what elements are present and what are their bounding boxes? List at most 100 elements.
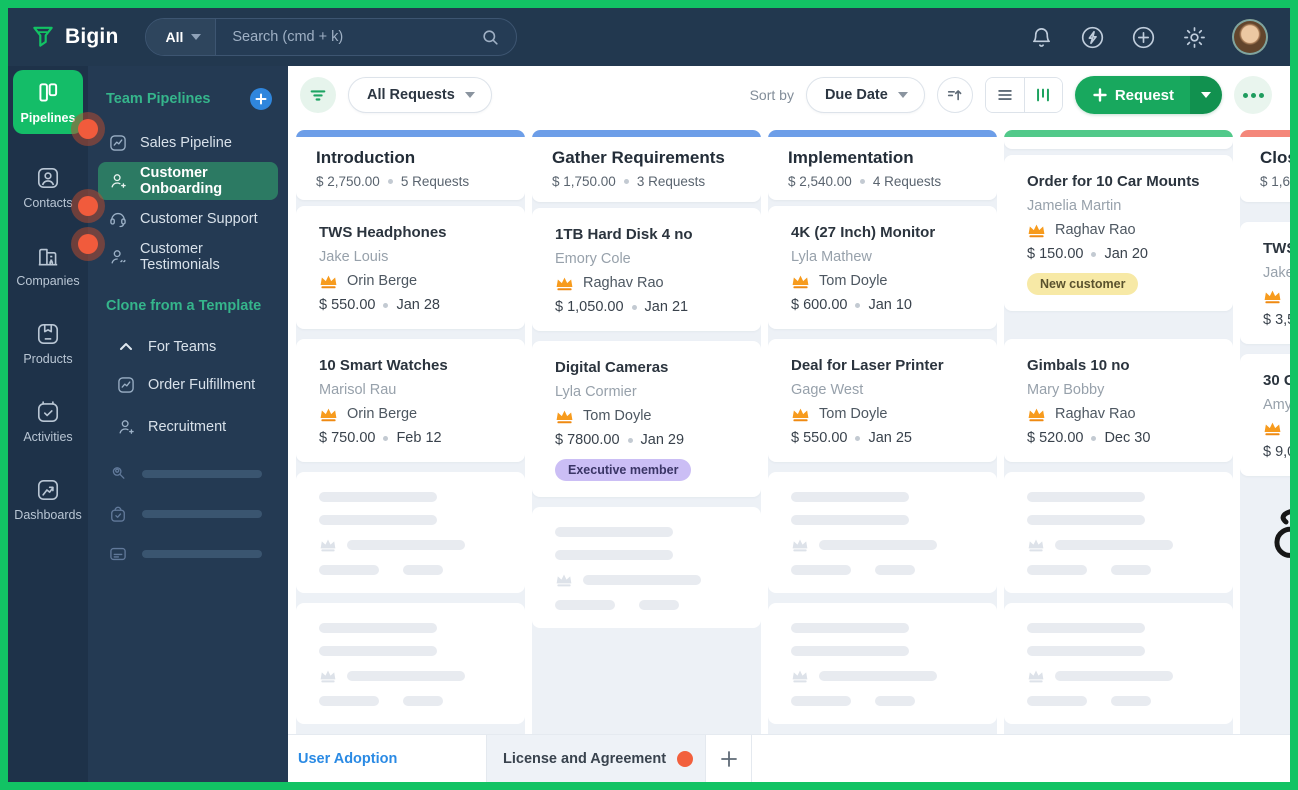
column-header[interactable]: Implementation $ 2,540.00 4 Requests: [768, 130, 997, 200]
crown-icon: [320, 408, 337, 421]
nav-item-products[interactable]: Products: [11, 304, 85, 382]
column-request-count: 5 Requests: [400, 174, 470, 189]
deal-card[interactable]: 4K (27 Inch) Monitor Lyla Mathew Tom Doy…: [768, 206, 997, 329]
tag-badge: Executive member: [555, 459, 692, 481]
settings-button[interactable]: [1181, 24, 1207, 50]
kanban-view-button[interactable]: [1023, 78, 1062, 112]
column-header[interactable]: Closed Won $ 2,620.008 Requests: [1004, 130, 1233, 149]
column-color-bar: [1240, 130, 1290, 137]
deal-title: TWS Headphones: [1263, 240, 1290, 257]
deal-amount: $ 150.00: [1027, 246, 1084, 262]
pipeline-item-customer-onboarding[interactable]: Customer Onboarding: [98, 162, 278, 200]
pipelines-panel: Team Pipelines Sales Pipeline Customer O…: [88, 66, 288, 782]
sort-order-button[interactable]: [936, 77, 973, 113]
search-scope-dropdown[interactable]: All: [145, 19, 217, 55]
kanban-view-icon: [1037, 88, 1050, 102]
clone-item-label: Recruitment: [148, 419, 227, 435]
brand-logo[interactable]: Bigin: [8, 24, 145, 50]
column-header[interactable]: Closed Lost $ 1,600.002 Requests: [1240, 130, 1290, 202]
deal-card[interactable]: Deal for Laser Printer Gage West Tom Doy…: [768, 339, 997, 462]
deal-contact: Lyla Cormier: [555, 384, 637, 400]
column-header[interactable]: Gather Requirements $ 1,750.00 3 Requests: [532, 130, 761, 202]
deal-contact: Jake Louis: [1263, 265, 1290, 281]
automation-button[interactable]: [1079, 24, 1105, 50]
pipeline-item-customer-testimonials[interactable]: Customer Testimonials: [98, 238, 278, 276]
skeleton-card: [1004, 472, 1233, 593]
contacts-icon: [37, 167, 59, 188]
skeleton-card: [532, 507, 761, 628]
crown-icon: [1028, 670, 1044, 683]
clone-item-order-fulfillment[interactable]: Order Fulfillment: [98, 366, 278, 404]
deal-card[interactable]: Digital Cameras Lyla Cormier Tom Doyle $…: [532, 341, 761, 497]
tab-license-and-agreement[interactable]: License and Agreement: [486, 735, 706, 782]
deal-card[interactable]: Order for 10 Car Mounts Jamelia Martin R…: [1004, 155, 1233, 311]
tag-badge: New customer: [1027, 273, 1139, 295]
add-new-button[interactable]: [1130, 24, 1156, 50]
deal-contact: Amy: [1263, 397, 1290, 413]
deal-date: Jan 21: [644, 299, 689, 315]
funnel-logo-icon: [30, 24, 56, 50]
nav-label: Contacts: [23, 195, 73, 210]
deal-title: Gimbals 10 no: [1027, 357, 1130, 374]
pipeline-item-customer-support[interactable]: Customer Support: [98, 200, 278, 238]
search-scope-value: All: [165, 29, 184, 45]
add-request-button[interactable]: Request: [1074, 76, 1222, 114]
content-shell: Pipelines Contacts Companies Products Ac…: [8, 66, 1290, 782]
kanban-column-closed-lost: Closed Lost $ 1,600.002 Requests TWS Hea…: [1240, 130, 1290, 734]
column-header[interactable]: Introduction $ 2,750.00 5 Requests: [296, 130, 525, 200]
companies-icon: [38, 248, 58, 266]
nav-item-pipelines[interactable]: Pipelines: [13, 70, 83, 134]
crown-icon: [556, 574, 572, 587]
chevron-up-icon: [116, 337, 136, 357]
list-view-icon: [998, 90, 1012, 100]
sort-field-value: Due Date: [824, 87, 888, 103]
column-request-count: 4 Requests: [872, 174, 942, 189]
deal-amount: $ 7800.00: [555, 432, 620, 448]
column-amount: $ 2,540.00: [788, 174, 852, 189]
nav-item-activities[interactable]: Activities: [11, 382, 85, 460]
pipeline-item-label: Sales Pipeline: [140, 135, 232, 151]
nav-item-companies[interactable]: Companies: [11, 226, 85, 304]
click-indicator-dot: [677, 750, 694, 767]
topbar: Bigin All: [8, 8, 1290, 66]
deal-date: Jan 25: [868, 430, 912, 446]
deal-card[interactable]: 30 Gimbals 10 no Amy $ 9,000.00: [1240, 354, 1290, 476]
column-color-bar: [532, 130, 761, 137]
view-filter-value: All Requests: [367, 87, 455, 103]
deal-card[interactable]: 10 Smart Watches Marisol Rau Orin Berge …: [296, 339, 525, 462]
column-title: Implementation: [788, 148, 914, 167]
deal-contact: Mary Bobby: [1027, 382, 1105, 398]
deal-card[interactable]: 1TB Hard Disk 4 no Emory Cole Raghav Rao…: [532, 208, 761, 331]
nav-item-dashboards[interactable]: Dashboards: [11, 460, 85, 538]
chart-pipeline-icon: [108, 133, 128, 153]
deal-amount: $ 550.00: [319, 297, 376, 313]
search-input[interactable]: [216, 29, 481, 45]
tab-user-adoption[interactable]: User Adoption: [288, 735, 486, 782]
clone-group-for-teams[interactable]: For Teams: [98, 328, 278, 366]
add-request-dropdown[interactable]: [1190, 76, 1222, 114]
deal-card[interactable]: Gimbals 10 no Mary Bobby Raghav Rao $ 52…: [1004, 339, 1233, 462]
notifications-button[interactable]: [1028, 24, 1054, 50]
column-amount: $ 1,750.00: [552, 174, 616, 189]
crown-icon: [1264, 290, 1281, 304]
deal-card[interactable]: TWS Headphones Jake Louis Orin Berge $ 5…: [296, 206, 525, 329]
deal-amount: $ 750.00: [319, 430, 376, 446]
column-color-bar: [296, 130, 525, 137]
add-subpipeline-button[interactable]: [706, 735, 752, 782]
global-search: All: [144, 18, 517, 56]
pipeline-item-sales-pipeline[interactable]: Sales Pipeline: [98, 124, 278, 162]
list-view-button[interactable]: [985, 78, 1024, 112]
deal-card[interactable]: TWS Headphones Jake Louis $ 3,500.00: [1240, 222, 1290, 344]
sort-field-dropdown[interactable]: Due Date: [805, 77, 925, 113]
clone-item-recruitment[interactable]: Recruitment: [98, 408, 278, 446]
add-pipeline-button[interactable]: [250, 88, 272, 110]
filter-button[interactable]: [300, 77, 336, 113]
more-options-button[interactable]: [1234, 76, 1272, 114]
avatar[interactable]: [1232, 19, 1268, 55]
deal-amount: $ 550.00: [791, 430, 848, 446]
bolt-icon: [1081, 26, 1103, 48]
nav-item-contacts[interactable]: Contacts: [11, 148, 85, 226]
crown-icon: [1028, 539, 1044, 552]
view-filter-dropdown[interactable]: All Requests: [348, 77, 492, 113]
deal-title: 1TB Hard Disk 4 no: [555, 226, 693, 243]
